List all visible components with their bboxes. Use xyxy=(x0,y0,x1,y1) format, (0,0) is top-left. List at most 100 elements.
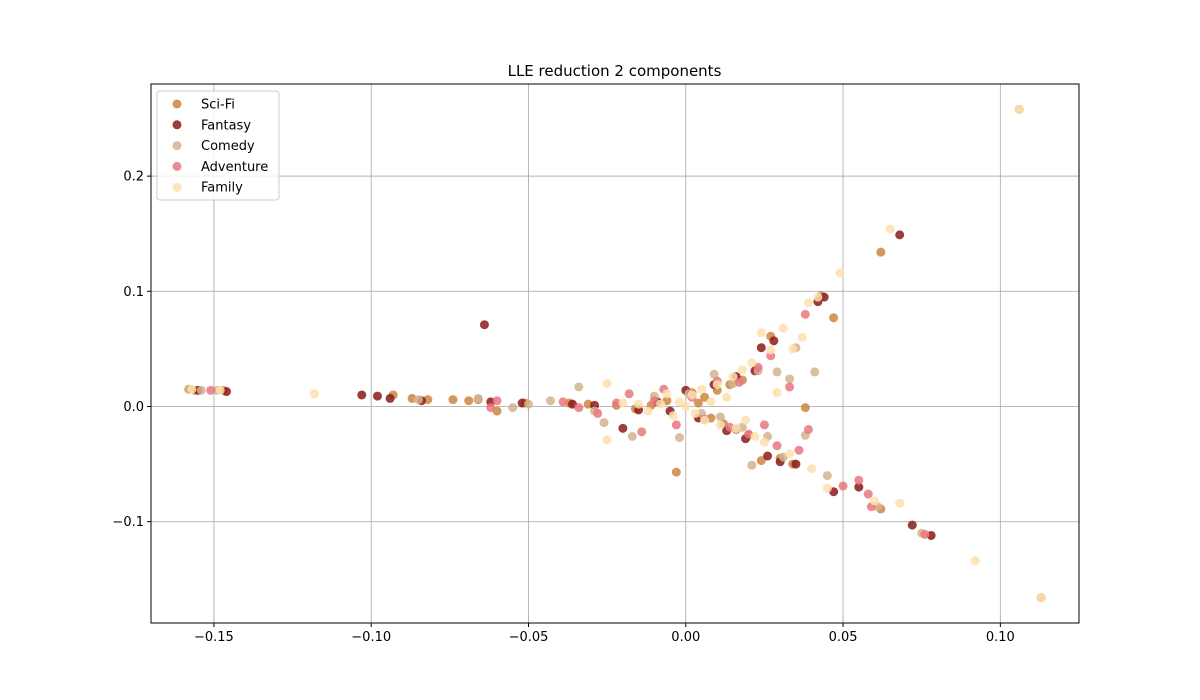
point-family xyxy=(737,365,747,375)
point-family xyxy=(766,345,776,355)
point-family xyxy=(895,498,905,508)
point-adventure xyxy=(492,396,502,406)
legend-label-sci-fi: Sci-Fi xyxy=(201,98,235,113)
point-sci-fi xyxy=(671,467,681,477)
x-tick-label: −0.15 xyxy=(194,630,234,645)
point-comedy xyxy=(747,460,757,470)
point-fantasy xyxy=(769,336,779,346)
point-family xyxy=(885,224,895,234)
point-fantasy xyxy=(763,451,773,461)
point-family xyxy=(807,464,817,474)
y-tick-label: 0.2 xyxy=(123,170,144,185)
point-family xyxy=(706,397,716,407)
point-sci-fi xyxy=(876,247,886,257)
x-tick-label: 0.10 xyxy=(986,630,1015,645)
point-family xyxy=(747,358,757,368)
point-sci-fi xyxy=(464,396,474,406)
point-family xyxy=(870,496,880,506)
point-comedy xyxy=(822,471,832,481)
point-comedy xyxy=(674,433,684,443)
point-adventure xyxy=(671,420,681,430)
point-family xyxy=(602,378,612,388)
legend-marker-fantasy xyxy=(172,120,182,130)
point-comedy xyxy=(196,385,206,395)
point-adventure xyxy=(637,427,647,437)
point-sci-fi xyxy=(448,395,458,405)
point-family xyxy=(822,483,832,493)
point-adventure xyxy=(753,362,763,372)
point-family xyxy=(712,380,722,390)
point-adventure xyxy=(772,441,782,451)
legend-marker-sci-fi xyxy=(172,99,182,109)
point-family xyxy=(656,399,666,409)
point-comedy xyxy=(709,369,719,379)
point-fantasy xyxy=(385,393,395,403)
point-family xyxy=(602,435,612,445)
point-adventure xyxy=(759,420,769,430)
y-tick-label: 0.1 xyxy=(123,285,144,300)
point-family xyxy=(687,390,697,400)
point-fantasy xyxy=(854,482,864,492)
point-adventure xyxy=(612,398,622,408)
point-adventure xyxy=(838,481,848,491)
point-adventure xyxy=(558,397,568,407)
point-family xyxy=(750,431,760,441)
point-adventure xyxy=(624,389,634,399)
x-tick-label: 0.00 xyxy=(671,630,700,645)
point-adventure xyxy=(800,309,810,319)
legend-marker-comedy xyxy=(172,141,182,151)
point-family xyxy=(778,323,788,333)
point-comedy xyxy=(627,431,637,441)
point-fantasy xyxy=(618,423,628,433)
point-family xyxy=(662,389,672,399)
plot-area-frame xyxy=(150,83,1080,624)
point-family xyxy=(310,389,320,399)
point-family xyxy=(187,384,197,394)
grid-lines xyxy=(151,84,1079,623)
point-family xyxy=(731,423,741,433)
point-family xyxy=(1014,104,1024,114)
point-adventure xyxy=(206,385,216,395)
point-adventure xyxy=(863,489,873,499)
point-family xyxy=(788,344,798,354)
point-adventure xyxy=(803,425,813,435)
point-family xyxy=(728,372,738,382)
point-adventure xyxy=(574,403,584,413)
legend-label-family: Family xyxy=(201,181,243,196)
point-sci-fi xyxy=(829,313,839,323)
point-family xyxy=(722,392,732,402)
point-family xyxy=(681,401,691,411)
point-comedy xyxy=(810,367,820,377)
legend: Sci-Fi Fantasy Comedy Adventure Family xyxy=(156,90,280,201)
x-tick-label: −0.05 xyxy=(509,630,549,645)
point-family xyxy=(668,411,678,421)
point-fantasy xyxy=(895,230,905,240)
point-family xyxy=(803,298,813,308)
point-family xyxy=(618,398,628,408)
point-adventure xyxy=(920,529,930,539)
point-comedy xyxy=(546,396,556,406)
point-comedy xyxy=(772,367,782,377)
point-fantasy xyxy=(791,459,801,469)
point-sci-fi xyxy=(800,403,810,413)
point-fantasy xyxy=(819,292,829,302)
legend-label-adventure: Adventure xyxy=(201,160,268,175)
y-tick-label: −0.1 xyxy=(112,515,144,530)
point-adventure xyxy=(486,403,496,413)
point-family xyxy=(785,449,795,459)
point-adventure xyxy=(794,445,804,455)
point-family xyxy=(715,420,725,430)
point-fantasy xyxy=(372,391,382,401)
point-adventure xyxy=(734,377,744,387)
point-family xyxy=(756,328,766,338)
point-family xyxy=(674,397,684,407)
y-tick-label: 0.0 xyxy=(123,400,144,415)
point-family xyxy=(690,408,700,418)
legend-box xyxy=(156,90,280,201)
point-sci-fi xyxy=(700,392,710,402)
legend-label-comedy: Comedy xyxy=(201,139,255,154)
legend-label-fantasy: Fantasy xyxy=(201,118,251,133)
point-family xyxy=(215,385,225,395)
